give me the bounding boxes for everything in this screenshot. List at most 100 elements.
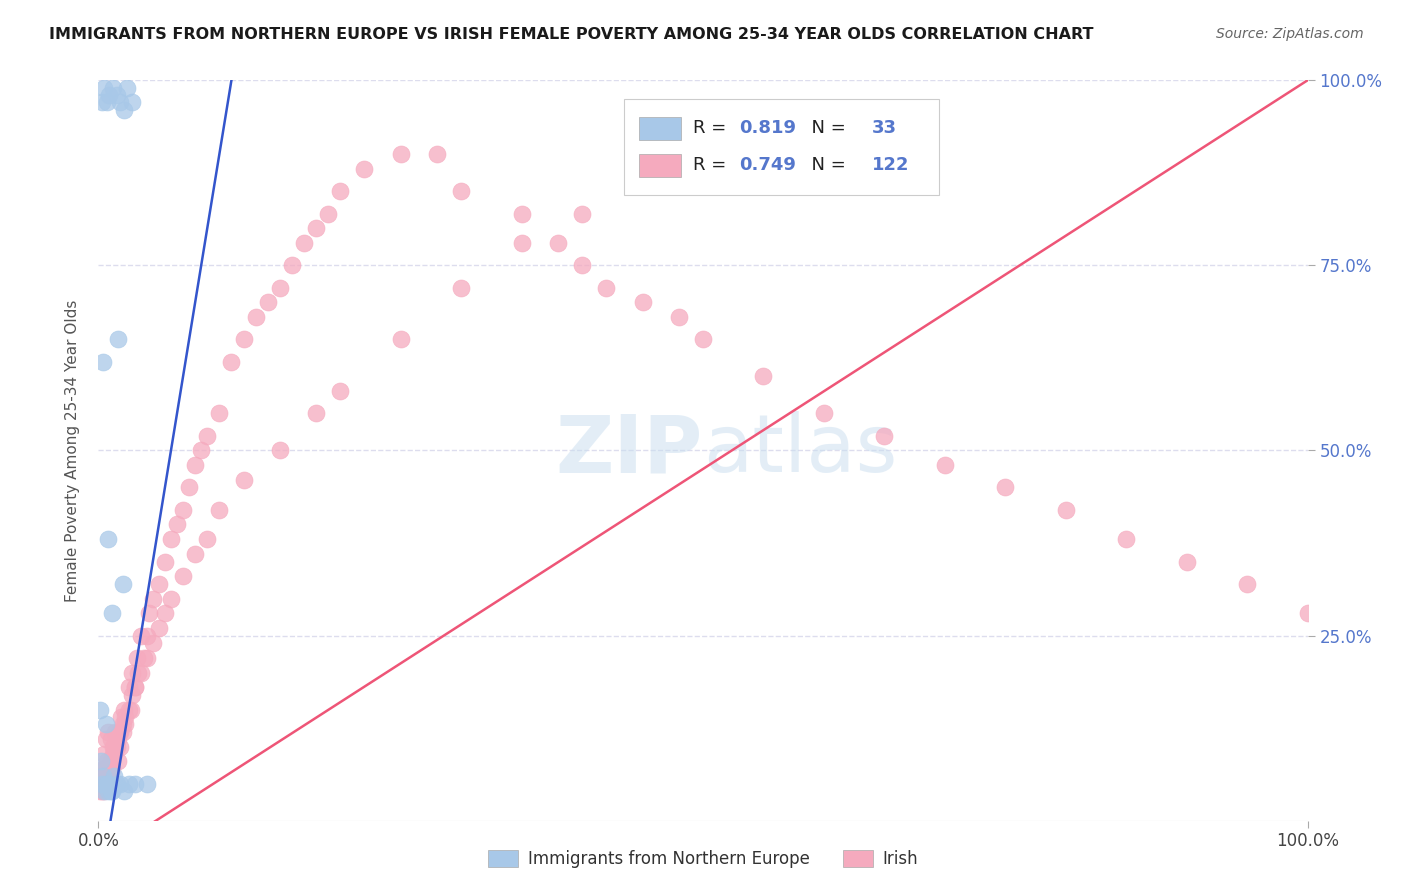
- Point: [94, 769, 117, 783]
- Point: [108, 739, 131, 754]
- Point: [329, 384, 352, 399]
- Point: [124, 681, 146, 695]
- Text: R =: R =: [693, 156, 733, 175]
- Point: [100, 762, 122, 776]
- Point: [97, 533, 120, 547]
- Point: [91, 776, 114, 791]
- Point: [108, 95, 131, 110]
- Point: [1054, 502, 1077, 516]
- Point: [96, 776, 118, 791]
- Point: [94, 717, 117, 731]
- Point: [127, 650, 149, 665]
- Point: [93, 762, 115, 776]
- Point: [93, 784, 115, 798]
- Point: [105, 88, 128, 103]
- Point: [100, 755, 122, 769]
- Point: [93, 747, 115, 761]
- Point: [96, 95, 118, 110]
- Point: [87, 776, 110, 791]
- Point: [97, 784, 120, 798]
- Point: [118, 703, 141, 717]
- Point: [269, 280, 291, 294]
- Point: [148, 621, 170, 635]
- Point: [91, 769, 114, 783]
- Point: [160, 591, 183, 606]
- Point: [91, 776, 114, 791]
- Text: 122: 122: [872, 156, 910, 175]
- Point: [90, 776, 112, 791]
- Point: [108, 776, 131, 791]
- Point: [103, 769, 125, 783]
- Point: [160, 533, 183, 547]
- Point: [571, 259, 593, 273]
- Point: [510, 206, 533, 220]
- Point: [94, 732, 117, 747]
- Point: [127, 665, 149, 680]
- Point: [245, 310, 267, 325]
- Point: [316, 206, 339, 220]
- Point: [389, 147, 412, 161]
- Point: [91, 95, 114, 110]
- Point: [329, 184, 352, 198]
- Point: [118, 776, 141, 791]
- Point: [98, 769, 121, 783]
- Point: [873, 428, 896, 442]
- Point: [93, 784, 115, 798]
- Text: 0.819: 0.819: [740, 120, 796, 137]
- Legend: Immigrants from Northern Europe, Irish: Immigrants from Northern Europe, Irish: [481, 843, 925, 875]
- Point: [89, 776, 111, 791]
- Point: [97, 762, 120, 776]
- Point: [100, 607, 122, 621]
- Point: [121, 665, 143, 680]
- Point: [269, 443, 291, 458]
- Point: [103, 747, 125, 761]
- Point: [190, 443, 212, 458]
- Text: 0.749: 0.749: [740, 156, 796, 175]
- Point: [692, 125, 714, 139]
- Point: [100, 732, 122, 747]
- Point: [450, 184, 472, 198]
- Point: [124, 681, 146, 695]
- Point: [114, 710, 136, 724]
- Point: [107, 732, 129, 747]
- Point: [91, 769, 114, 783]
- Point: [108, 724, 131, 739]
- Point: [172, 502, 194, 516]
- Point: [100, 762, 122, 776]
- Point: [142, 591, 165, 606]
- Point: [129, 665, 152, 680]
- Point: [571, 206, 593, 220]
- Point: [101, 80, 124, 95]
- Text: 33: 33: [872, 120, 897, 137]
- Point: [129, 628, 152, 642]
- Point: [292, 236, 315, 251]
- Point: [110, 710, 132, 724]
- Point: [172, 569, 194, 583]
- Point: [138, 607, 160, 621]
- Point: [1115, 533, 1137, 547]
- Point: [142, 636, 165, 650]
- Point: [100, 755, 122, 769]
- Point: [98, 88, 121, 103]
- Point: [426, 147, 449, 161]
- Point: [96, 755, 118, 769]
- Text: atlas: atlas: [703, 411, 897, 490]
- Text: Source: ZipAtlas.com: Source: ZipAtlas.com: [1216, 27, 1364, 41]
- Point: [114, 717, 136, 731]
- FancyBboxPatch shape: [638, 153, 682, 178]
- Text: R =: R =: [693, 120, 733, 137]
- Point: [305, 407, 328, 421]
- Point: [98, 769, 121, 783]
- Point: [153, 607, 176, 621]
- Point: [107, 332, 129, 346]
- Point: [179, 480, 201, 494]
- Point: [112, 103, 135, 117]
- Point: [450, 280, 472, 294]
- Point: [111, 576, 134, 591]
- Point: [100, 784, 122, 798]
- Point: [101, 747, 124, 761]
- Point: [1236, 576, 1258, 591]
- Point: [752, 369, 775, 384]
- Point: [121, 688, 143, 702]
- Point: [668, 310, 690, 325]
